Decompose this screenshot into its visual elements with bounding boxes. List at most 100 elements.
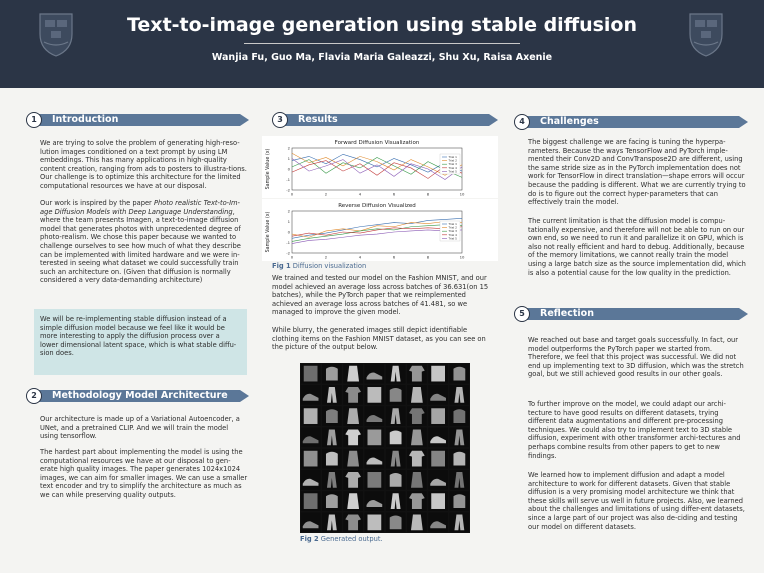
clothing-shape (431, 493, 446, 509)
generated-image-tile (364, 385, 385, 405)
section-number: 1 (26, 112, 42, 128)
university-crest-icon (39, 13, 73, 57)
generated-image-tile (407, 448, 427, 469)
clothing-shape (409, 493, 425, 509)
x-tick-label: 2 (325, 192, 328, 197)
clothing-shape (367, 429, 382, 446)
generated-image-tile (343, 427, 363, 448)
callout-text: We will be re-implementing stable diffus… (40, 315, 237, 358)
chart-title: Forward Diffusion Visualization (335, 140, 420, 146)
section-number: 3 (272, 112, 288, 128)
clothing-shape (366, 415, 383, 423)
reflection-paragraph-1: We reached out base and target goals suc… (528, 336, 744, 379)
clothing-shape (409, 408, 425, 424)
y-tick-label: 0 (288, 166, 291, 171)
clothing-shape (326, 387, 337, 403)
generated-image-tile (300, 406, 321, 426)
generated-image-tile (322, 512, 342, 533)
section-number: 2 (26, 388, 42, 404)
clothing-shape (303, 450, 318, 467)
clothing-shape (430, 393, 446, 401)
section-header-results: 3 Results (272, 112, 498, 128)
clothing-shape (367, 472, 382, 488)
clothing-shape (303, 408, 318, 424)
clothing-shape (390, 493, 401, 509)
author-list: Wanjia Fu, Guo Ma, Flavia Maria Galeazzi… (211, 52, 553, 63)
generated-image-tile (449, 427, 470, 448)
generated-image-tile (385, 385, 406, 405)
y-tick-label: 2 (288, 208, 291, 213)
clothing-shape (366, 372, 383, 380)
generated-image-tile (322, 448, 342, 469)
tile-background (322, 385, 342, 405)
generated-image-tile (364, 363, 385, 384)
challenges-paragraph-1: The biggest challenge we are facing is t… (528, 138, 746, 207)
tile-background (449, 427, 470, 448)
tile-background (322, 427, 342, 448)
legend-label: Trial 2 (448, 226, 458, 230)
y-tick-label: -2 (286, 187, 290, 192)
x-tick-label: 10 (460, 255, 465, 260)
generated-image-tile (322, 427, 342, 448)
generated-image-tile (428, 470, 448, 490)
generated-image-tile (449, 363, 470, 384)
clothing-shape (431, 408, 446, 424)
clothing-shape (326, 514, 337, 531)
x-tick-label: 6 (393, 192, 396, 197)
legend-label: Trial 4 (448, 166, 458, 170)
generated-image-tile (428, 406, 448, 426)
x-tick-label: 4 (359, 255, 362, 260)
clothing-shape (389, 387, 402, 402)
series-line (291, 152, 463, 176)
generated-image-tile (385, 363, 406, 384)
clothing-shape (390, 450, 401, 467)
generated-image-tile (300, 470, 321, 490)
clothing-shape (390, 365, 401, 382)
generated-image-tile (300, 363, 321, 384)
plot-frame (291, 147, 463, 191)
x-tick-label: 8 (427, 255, 430, 260)
x-tick-label: 0 (291, 255, 294, 260)
clothing-shape (347, 408, 360, 424)
generated-image-tile (300, 491, 321, 511)
clothing-shape (454, 387, 465, 403)
y-tick-label: 1 (288, 156, 291, 161)
generated-image-tile (449, 385, 470, 405)
section-bar (282, 114, 498, 126)
generated-image-tile (428, 491, 448, 511)
header-banner: Text-to-image generation using stable di… (0, 0, 764, 88)
tile-background (449, 470, 470, 490)
generated-image-tile (343, 363, 363, 384)
clothing-shape (326, 472, 337, 488)
clothing-shape (326, 429, 337, 446)
reflection-paragraph-3: We learned how to implement diffusion an… (528, 471, 745, 531)
tile-background (322, 470, 342, 490)
generated-images-grid (300, 363, 470, 533)
generated-image-tile (407, 470, 427, 490)
generated-image-tile (407, 363, 427, 384)
clothing-shape (389, 472, 402, 487)
clothing-shape (325, 451, 338, 466)
y-tick-label: -1 (286, 240, 290, 245)
tile-background (385, 448, 406, 469)
section-title: Methodology Model Architecture (52, 390, 228, 401)
intro-paragraph-1: We are trying to solve the problem of ge… (40, 139, 247, 190)
generated-image-tile (300, 385, 321, 405)
generated-image-tile (449, 406, 470, 426)
clothing-shape (345, 472, 361, 488)
series-line (291, 153, 463, 173)
clothing-shape (367, 514, 382, 531)
y-tick-label: -2 (286, 250, 290, 255)
clothing-shape (302, 478, 319, 486)
legend-label: Trial 2 (448, 159, 458, 163)
methodology-paragraph-2: The hardest part about implementing the … (40, 448, 248, 499)
generated-image-tile (449, 491, 470, 511)
series-line (291, 224, 463, 242)
section-title: Results (298, 114, 338, 125)
university-crest-icon (689, 13, 723, 57)
callout-box: We will be re-implementing stable diffus… (34, 309, 247, 375)
plot-frame (291, 210, 463, 254)
section-header-methodology: 2 Methodology Model Architecture (26, 388, 249, 404)
generated-image-tile (322, 385, 342, 405)
generated-image-tile (300, 427, 321, 448)
